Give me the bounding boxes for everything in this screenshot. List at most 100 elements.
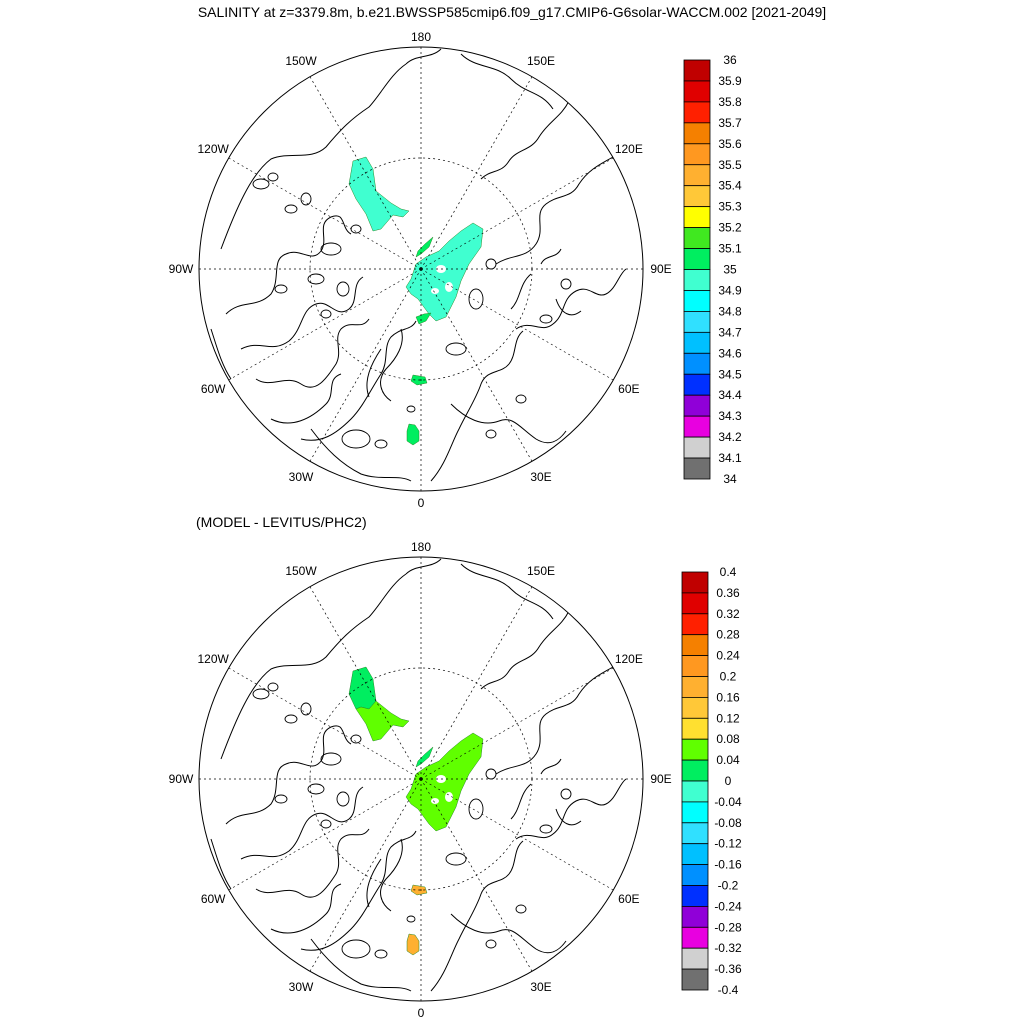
difference-panel: (MODEL - LEVITUS/PHC2) 180 150W 150E 120W 120… [169,514,742,1020]
longitude-label: 30W [289,980,314,994]
colorbar-label: 34.9 [718,283,742,297]
colorbar-swatch [683,59,711,82]
colorbar-swatch [681,613,709,636]
coastline [405,48,554,110]
island [267,682,279,692]
island [485,258,497,270]
colorbar-swatch [681,801,709,824]
coastline [255,828,370,898]
colorbar-swatch [681,676,709,698]
island [307,783,325,795]
colorbar-label: 34.5 [718,367,742,381]
colorbar-label: -0.4 [718,983,739,997]
colorbar-label: -0.08 [714,816,742,830]
colorbar-swatch [683,164,711,187]
colorbar-label: 35 [723,263,737,277]
colorbar-label: 0.2 [720,670,737,684]
island [350,734,362,744]
longitude-label: 90W [169,262,194,276]
coastline [210,838,232,890]
colorbar-label: 0.32 [716,607,740,621]
colorbar-label: 0.4 [720,565,737,579]
coastline [495,666,614,775]
coastline [515,268,627,330]
map-boundary [198,46,644,492]
island [320,752,342,766]
island [300,192,312,206]
figure-title: SALINITY at z=3379.8m, b.e21.BWSSP585cmi… [198,4,826,20]
colorbar-label: -0.28 [714,920,742,934]
island [336,791,350,807]
island [284,204,298,214]
colorbar-label: 35.2 [718,221,742,235]
coastline [450,403,567,444]
coastline [300,320,417,441]
longitude-label: 180 [411,30,431,44]
coastline [220,63,407,250]
coastline [430,840,524,992]
coastline [495,156,614,265]
colorbar-label: 0 [725,774,732,788]
colorbar-swatch [683,101,711,124]
field-gap [431,288,439,294]
coastline [210,328,232,380]
colorbar-label: 35.9 [718,74,742,88]
colorbar-label: 35.5 [718,158,742,172]
field-beaufort-sea-patch [348,156,410,232]
field-beaufort-sea-patch-lower [355,700,410,742]
coastline [255,318,370,388]
colorbar-label: 34.4 [718,388,742,402]
colorbar-swatch [681,822,709,845]
longitude-label: 30W [289,470,314,484]
colorbar-swatch [681,634,709,657]
longitude-label: 60E [618,382,639,396]
colorbar-swatch [681,780,709,803]
island [320,242,342,256]
colorbar-swatch [683,331,711,354]
island [267,172,279,182]
colorbar-swatch [681,759,709,782]
salinity-panel: 180 150W 150E 120W 120E 90W 90E 60W 60E 30W 30E 0 36… [169,30,742,510]
colorbar-label: 0.28 [716,628,740,642]
colorbar-label: 35.3 [718,200,742,214]
polar-map: 180 150W 150E 120W 120E 90W 90E 60W 60E 30W 30E 0 [169,30,672,510]
island [374,949,388,959]
field-small-patch-north [415,746,434,768]
longitude-label: 30E [530,980,551,994]
coastline [380,328,403,402]
meridian [309,586,422,780]
colorbar-label: -0.24 [714,899,742,913]
colorbar-label: 0.04 [716,753,740,767]
colorbar-label: -0.36 [714,962,742,976]
island [515,394,527,404]
colorbar-swatch [681,697,709,719]
coastline [240,786,364,860]
island [336,281,350,297]
island [374,439,388,449]
colorbar-swatch [683,394,711,417]
field-small-patch-north [415,236,434,258]
panel-subtitle: (MODEL - LEVITUS/PHC2) [196,514,367,530]
colorbar-label: 0.16 [716,690,740,704]
coastline [515,778,627,840]
longitude-label: 90E [650,262,671,276]
island [307,273,325,285]
colorbar-swatch [683,415,711,438]
longitude-label: 60W [201,892,226,906]
colorbar-swatch [681,947,709,970]
colorbar-label: -0.2 [718,879,739,893]
longitude-label: 150W [285,564,317,578]
colorbar-label: 34 [723,472,737,486]
longitude-label: 120W [197,652,229,666]
island [560,278,572,290]
coastline [310,938,412,992]
island [539,314,553,324]
island [485,939,497,949]
longitude-label: 150E [527,54,555,68]
field-beaufort-sea-patch-upper [348,666,377,710]
colorbar-label: 34.7 [718,325,742,339]
colorbar-swatch [681,968,709,991]
coastline [430,330,524,482]
colorbar-swatch [683,206,711,228]
meridian [420,268,614,381]
